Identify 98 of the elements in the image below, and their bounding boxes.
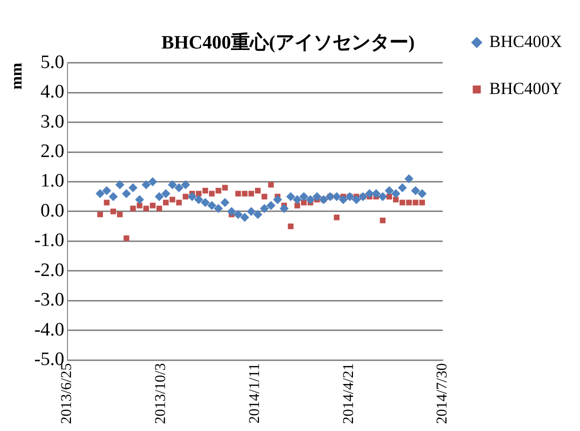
point (96, 189, 105, 198)
point (380, 218, 386, 224)
point (418, 189, 427, 198)
point (262, 194, 268, 200)
x-tick-label: 2014/4/21 (340, 363, 357, 424)
point (242, 190, 248, 196)
point (176, 200, 182, 206)
point (378, 192, 388, 202)
chart-title: BHC400重心(アイソセンター) (161, 31, 415, 54)
point (235, 190, 241, 196)
point (130, 206, 136, 212)
point (273, 195, 282, 204)
y-tick-label: -2.0 (34, 260, 64, 281)
point (163, 200, 169, 206)
y-tick-label: -4.0 (34, 319, 64, 340)
point (412, 200, 418, 206)
point (207, 201, 216, 210)
point (266, 201, 276, 210)
point (334, 214, 340, 220)
point (222, 184, 228, 191)
y-tick-label: 4.0 (40, 82, 64, 103)
point (135, 195, 144, 204)
point (182, 194, 188, 200)
point (400, 200, 406, 206)
point (248, 190, 254, 196)
point (117, 212, 123, 218)
point (411, 186, 420, 196)
point (188, 192, 197, 202)
point (306, 195, 315, 204)
y-tick-label: -1.0 (34, 230, 64, 252)
point (352, 195, 361, 204)
y-tick-label: -3.0 (34, 290, 64, 311)
point (312, 192, 322, 202)
point (110, 208, 116, 214)
y-tick-label: 1.0 (40, 170, 64, 192)
point (338, 195, 348, 204)
y-tick-label: 3.0 (40, 111, 64, 132)
point (128, 183, 138, 192)
y-tick-label: 2.0 (40, 140, 64, 162)
x-tick-label: 2014/1/11 (246, 363, 263, 424)
point (154, 192, 164, 202)
point (124, 235, 130, 242)
point (406, 200, 412, 206)
point (142, 180, 151, 190)
point (227, 206, 236, 216)
point (372, 189, 381, 198)
point (202, 188, 208, 194)
x-tick-label: 2013/10/3 (153, 363, 170, 424)
point (332, 192, 342, 202)
point (301, 200, 307, 206)
point (286, 192, 296, 202)
point (150, 202, 156, 208)
point (386, 194, 392, 200)
point (97, 212, 103, 218)
point (148, 177, 158, 186)
point (404, 174, 414, 184)
point (122, 189, 131, 198)
point (391, 189, 400, 198)
point (168, 180, 177, 190)
point (384, 186, 394, 196)
point (102, 186, 112, 196)
point (299, 192, 308, 202)
point (280, 204, 289, 214)
point (288, 224, 294, 230)
point (253, 210, 262, 219)
legend-label: BHC400X (489, 32, 562, 51)
point (419, 200, 425, 206)
point (214, 204, 223, 214)
point (136, 202, 142, 208)
point (161, 189, 170, 198)
y-tick-label: 0.0 (40, 200, 64, 222)
point (200, 198, 210, 208)
x-tick-label: 2014/7/30 (434, 363, 451, 424)
point (115, 180, 124, 190)
point (216, 188, 222, 194)
point (174, 183, 184, 192)
point (194, 195, 204, 204)
point (104, 200, 110, 206)
point (268, 182, 274, 188)
point (143, 206, 149, 212)
point (108, 192, 118, 202)
point (393, 196, 399, 202)
point (292, 195, 302, 204)
point (260, 204, 269, 214)
y-tick-label: 5.0 (40, 52, 64, 73)
legend-label: BHC400Y (489, 78, 562, 98)
point (255, 188, 261, 194)
point (294, 202, 300, 208)
point (240, 212, 250, 222)
point (156, 206, 162, 212)
y-axis-title: mm (8, 62, 26, 90)
point (246, 206, 256, 216)
point (234, 210, 243, 219)
point (181, 180, 190, 190)
point (398, 183, 407, 192)
point (209, 190, 215, 196)
point (220, 198, 230, 208)
point (170, 196, 176, 202)
